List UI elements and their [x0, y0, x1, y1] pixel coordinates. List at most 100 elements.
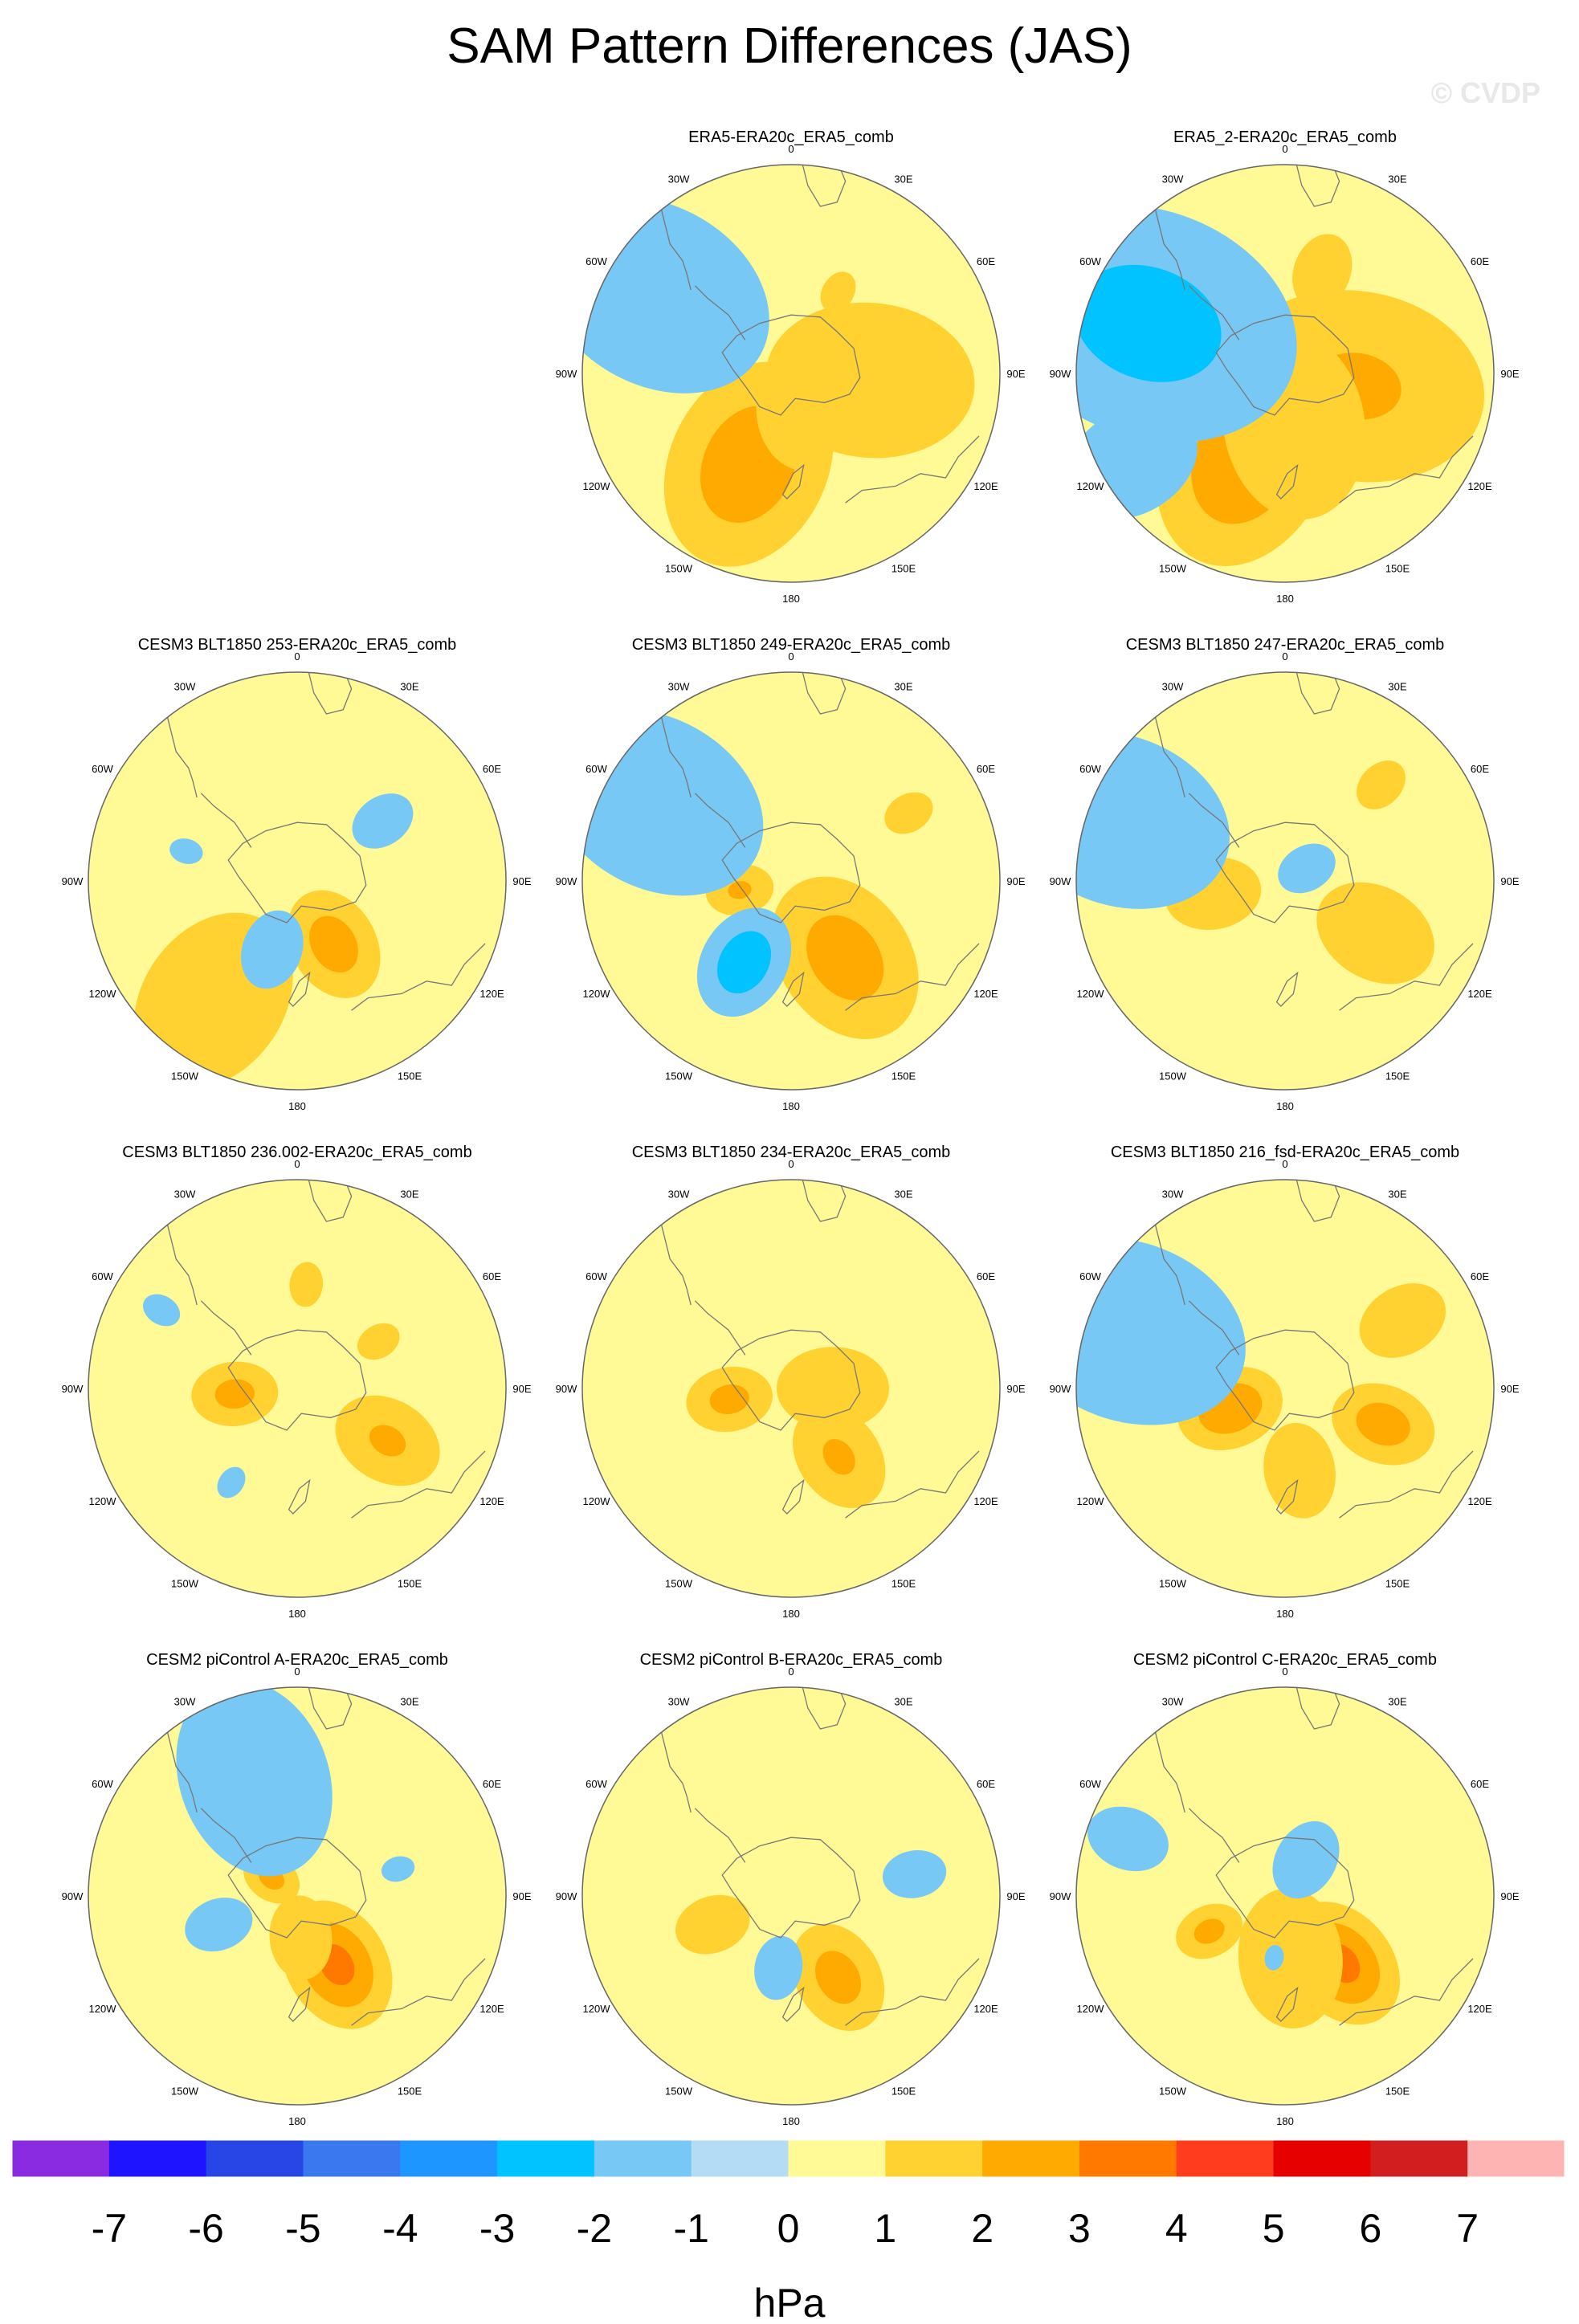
longitude-label: 60W: [585, 255, 607, 267]
longitude-label: 30E: [894, 1189, 912, 1201]
longitude-label: 60E: [1471, 255, 1489, 267]
colorbar-tick-label: -1: [673, 2206, 708, 2251]
peninsula-coastline: [200, 1300, 252, 1356]
negative-contour: [717, 931, 771, 994]
longitude-label: 150W: [665, 2085, 693, 2098]
new-zealand-coastline: [1275, 463, 1299, 499]
longitude-label: 150W: [1159, 2085, 1187, 2098]
field-background: [582, 1687, 1000, 2105]
colorbar-swatch: [1176, 2140, 1275, 2177]
panel-title: CESM3 BLT1850 253-ERA20c_ERA5_comb: [138, 636, 457, 654]
colorbar-tick-label: 6: [1359, 2206, 1381, 2251]
new-zealand-coastline: [781, 1986, 805, 2022]
negative-contour: [176, 1687, 333, 1877]
longitude-label: 150E: [398, 2085, 422, 2098]
longitude-label: 60W: [1079, 255, 1101, 267]
australia-coastline: [351, 1958, 486, 2026]
positive-contour: [309, 915, 358, 973]
colorbar-tick-label: 5: [1263, 2206, 1285, 2251]
positive-contour: [369, 1425, 406, 1457]
negative-contour: [143, 1294, 181, 1327]
peninsula-coastline: [694, 793, 746, 848]
longitude-label: 150E: [892, 563, 916, 575]
positive-contour: [1193, 1918, 1225, 1944]
negative-contour: [1278, 843, 1336, 894]
longitude-label: 90W: [556, 368, 577, 380]
colorbar-swatch: [1079, 2140, 1177, 2177]
colorbar-swatch: [594, 2140, 692, 2177]
colorbar-tick-label: 3: [1068, 2206, 1091, 2251]
longitude-label: 60E: [1471, 763, 1489, 775]
new-zealand-coastline: [781, 971, 805, 1007]
longitude-label: 180: [1276, 2115, 1294, 2127]
longitude-label: 150W: [171, 1578, 199, 1590]
africa-coastline: [307, 1687, 353, 1730]
longitude-label: 30W: [668, 1189, 690, 1201]
africa-coastline: [801, 1687, 847, 1730]
colorbar-swatch: [303, 2140, 401, 2177]
sam-field: [1076, 672, 1494, 1090]
longitude-label: 60W: [92, 1270, 113, 1282]
antarctica-coastline: [721, 822, 861, 923]
longitude-label: 120E: [973, 2003, 998, 2015]
positive-contour: [820, 271, 856, 313]
australia-coastline: [845, 1450, 980, 1519]
longitude-label: 90W: [1050, 1383, 1071, 1395]
colorbar-tick-label: -7: [92, 2206, 127, 2251]
longitude-label: 30E: [1388, 1189, 1406, 1201]
panel-title: ERA5-ERA20c_ERA5_comb: [688, 128, 894, 146]
longitude-label: 120W: [583, 480, 611, 492]
figure-title: SAM Pattern Differences (JAS): [447, 18, 1132, 74]
longitude-label: 150E: [398, 1578, 422, 1590]
colorbar-frame: [11, 2139, 1565, 2178]
colorbar-swatch: [206, 2140, 304, 2177]
longitude-label: 0: [788, 650, 794, 663]
map-boundary: [1075, 164, 1495, 583]
longitude-label: 120E: [1467, 480, 1492, 492]
longitude-label: 30E: [1388, 681, 1406, 693]
africa-coastline: [1295, 1687, 1340, 1730]
peninsula-coastline: [1188, 285, 1240, 340]
positive-contour: [1316, 882, 1434, 985]
longitude-label: 150E: [398, 1070, 422, 1082]
longitude-label: 30E: [1388, 1696, 1406, 1708]
longitude-label: 90E: [1500, 875, 1519, 887]
map-boundary: [581, 671, 1001, 1091]
colorbar-tick-label: -6: [188, 2206, 223, 2251]
africa-coastline: [307, 672, 353, 715]
sam-field: [1076, 1687, 1494, 2105]
longitude-label: 90W: [62, 1383, 84, 1395]
longitude-label: 120E: [1467, 2003, 1492, 2015]
longitude-label: 150W: [1159, 563, 1187, 575]
australia-coastline: [845, 1958, 980, 2026]
antarctica-coastline: [227, 1329, 367, 1431]
longitude-label: 150W: [1159, 1070, 1187, 1082]
longitude-label: 0: [788, 1158, 794, 1170]
longitude-label: 60W: [585, 1778, 607, 1790]
longitude-label: 30W: [668, 1696, 690, 1708]
colorbar-swatch: [1467, 2140, 1565, 2177]
longitude-label: 60E: [977, 763, 995, 775]
new-zealand-coastline: [288, 1986, 311, 2022]
longitude-label: 120E: [479, 988, 504, 1000]
negative-contour: [381, 1856, 415, 1882]
africa-coastline: [801, 1180, 847, 1222]
longitude-label: 30W: [1162, 1189, 1184, 1201]
new-zealand-coastline: [1275, 1986, 1299, 2022]
longitude-label: 60W: [1079, 1270, 1101, 1282]
longitude-label: 30W: [1162, 681, 1184, 693]
longitude-label: 30W: [1162, 173, 1184, 186]
positive-contour: [1238, 1888, 1343, 2028]
negative-contour: [185, 1898, 253, 1952]
sam-field: [582, 165, 1000, 582]
longitude-label: 120E: [1467, 988, 1492, 1000]
field-background: [88, 1180, 506, 1597]
negative-contour: [754, 1935, 803, 2000]
longitude-label: 30E: [894, 681, 912, 693]
colorbar-swatch: [885, 2140, 983, 2177]
colorbar-tick-label: 1: [874, 2206, 896, 2251]
africa-coastline: [1295, 672, 1340, 715]
colorbar: -7 -6 -5 -4 -3 -2 -1 0 1 2 3 4 5 6 7: [11, 2139, 1565, 2251]
